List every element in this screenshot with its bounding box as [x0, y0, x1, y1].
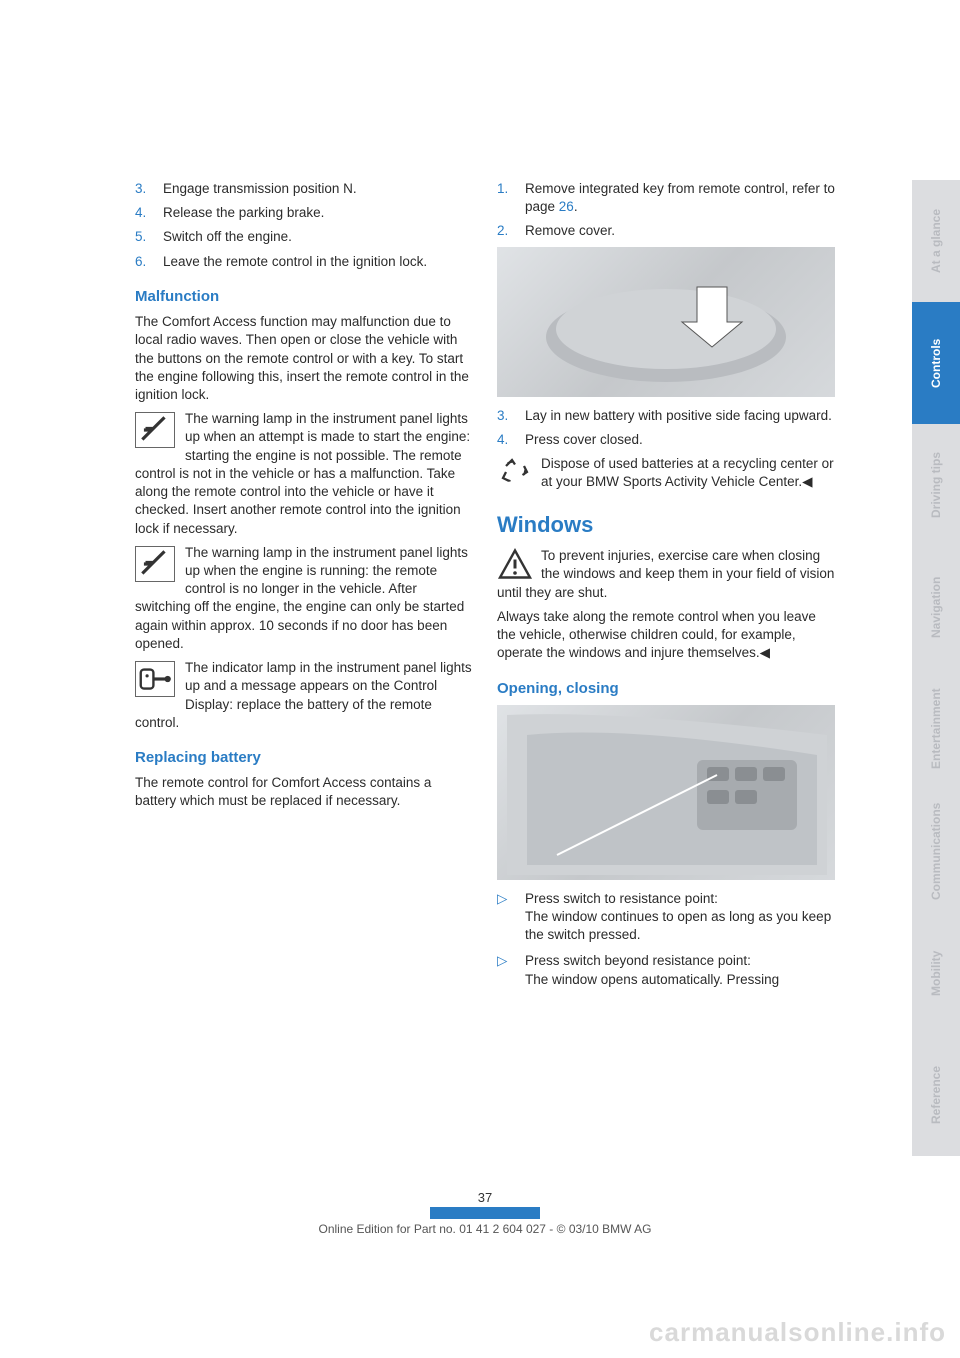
side-tab[interactable]: Driving tips [912, 424, 960, 546]
warning-text-2: The warning lamp in the instrument panel… [135, 545, 468, 651]
side-tab[interactable]: Reference [912, 1034, 960, 1156]
step-item: 4.Press cover closed. [497, 431, 835, 449]
warning-text-1: The warning lamp in the instrument panel… [135, 411, 470, 535]
replacing-battery-heading: Replacing battery [135, 748, 473, 768]
bullet-item: Press switch to resistance point:The win… [497, 890, 835, 945]
right-column: 1.Remove integrated key from remote cont… [497, 180, 835, 997]
recycle-icon [497, 457, 533, 487]
watermark: carmanualsonline.info [649, 1317, 946, 1348]
windows-paragraph: Always take along the remote control whe… [497, 608, 835, 663]
left-steps: 3.Engage transmission position N. 4.Relea… [135, 180, 473, 271]
side-tab[interactable]: Controls [912, 302, 960, 424]
remote-cover-illustration [497, 247, 835, 397]
warning-block-3: The indicator lamp in the instrument pan… [135, 659, 473, 732]
windows-warning-block: To prevent injuries, exercise care when … [497, 547, 835, 602]
page-number-bar [430, 1207, 540, 1219]
side-tab[interactable]: Mobility [912, 912, 960, 1034]
windows-heading: Windows [497, 510, 835, 540]
key-warning-icon [135, 412, 175, 448]
windows-warning-text: To prevent injuries, exercise care when … [497, 548, 834, 599]
opening-closing-heading: Opening, closing [497, 679, 835, 699]
step-item: 2.Remove cover. [497, 222, 835, 240]
warning-text-3: The indicator lamp in the instrument pan… [135, 660, 472, 730]
recycle-note: Dispose of used batteries at a recycling… [497, 455, 835, 491]
step-item: 5.Switch off the engine. [135, 228, 473, 246]
left-column: 3.Engage transmission position N. 4.Relea… [135, 180, 473, 997]
recycle-text: Dispose of used batteries at a recycling… [541, 456, 834, 489]
copyright-line: Online Edition for Part no. 01 41 2 604 … [135, 1222, 835, 1236]
side-tab[interactable]: Communications [912, 790, 960, 912]
step-item: 6.Leave the remote control in the igniti… [135, 253, 473, 271]
side-tab[interactable]: Entertainment [912, 668, 960, 790]
side-tabs: At a glanceControlsDriving tipsNavigatio… [912, 180, 960, 1156]
step-item: 3.Engage transmission position N. [135, 180, 473, 198]
page-footer: 37 [135, 1190, 835, 1219]
warning-block-2: The warning lamp in the instrument panel… [135, 544, 473, 653]
replacing-battery-paragraph: The remote control for Comfort Access co… [135, 774, 473, 810]
right-steps-1: 1.Remove integrated key from remote cont… [497, 180, 835, 241]
step-item: 1.Remove integrated key from remote cont… [497, 180, 835, 216]
side-tab[interactable]: At a glance [912, 180, 960, 302]
right-steps-2: 3.Lay in new battery with positive side … [497, 407, 835, 449]
malfunction-heading: Malfunction [135, 287, 473, 307]
page-number: 37 [135, 1190, 835, 1205]
malfunction-paragraph: The Comfort Access function may malfunct… [135, 313, 473, 404]
remote-battery-icon [135, 661, 175, 697]
warning-block-1: The warning lamp in the instrument panel… [135, 410, 473, 538]
key-warning-icon [135, 546, 175, 582]
side-tab[interactable]: Navigation [912, 546, 960, 668]
opening-closing-bullets: Press switch to resistance point:The win… [497, 890, 835, 989]
window-switch-illustration [497, 705, 835, 880]
step-item: 4.Release the parking brake. [135, 204, 473, 222]
warning-triangle-icon [497, 549, 533, 579]
bullet-item: Press switch beyond resistance point:The… [497, 952, 835, 988]
step-item: 3.Lay in new battery with positive side … [497, 407, 835, 425]
